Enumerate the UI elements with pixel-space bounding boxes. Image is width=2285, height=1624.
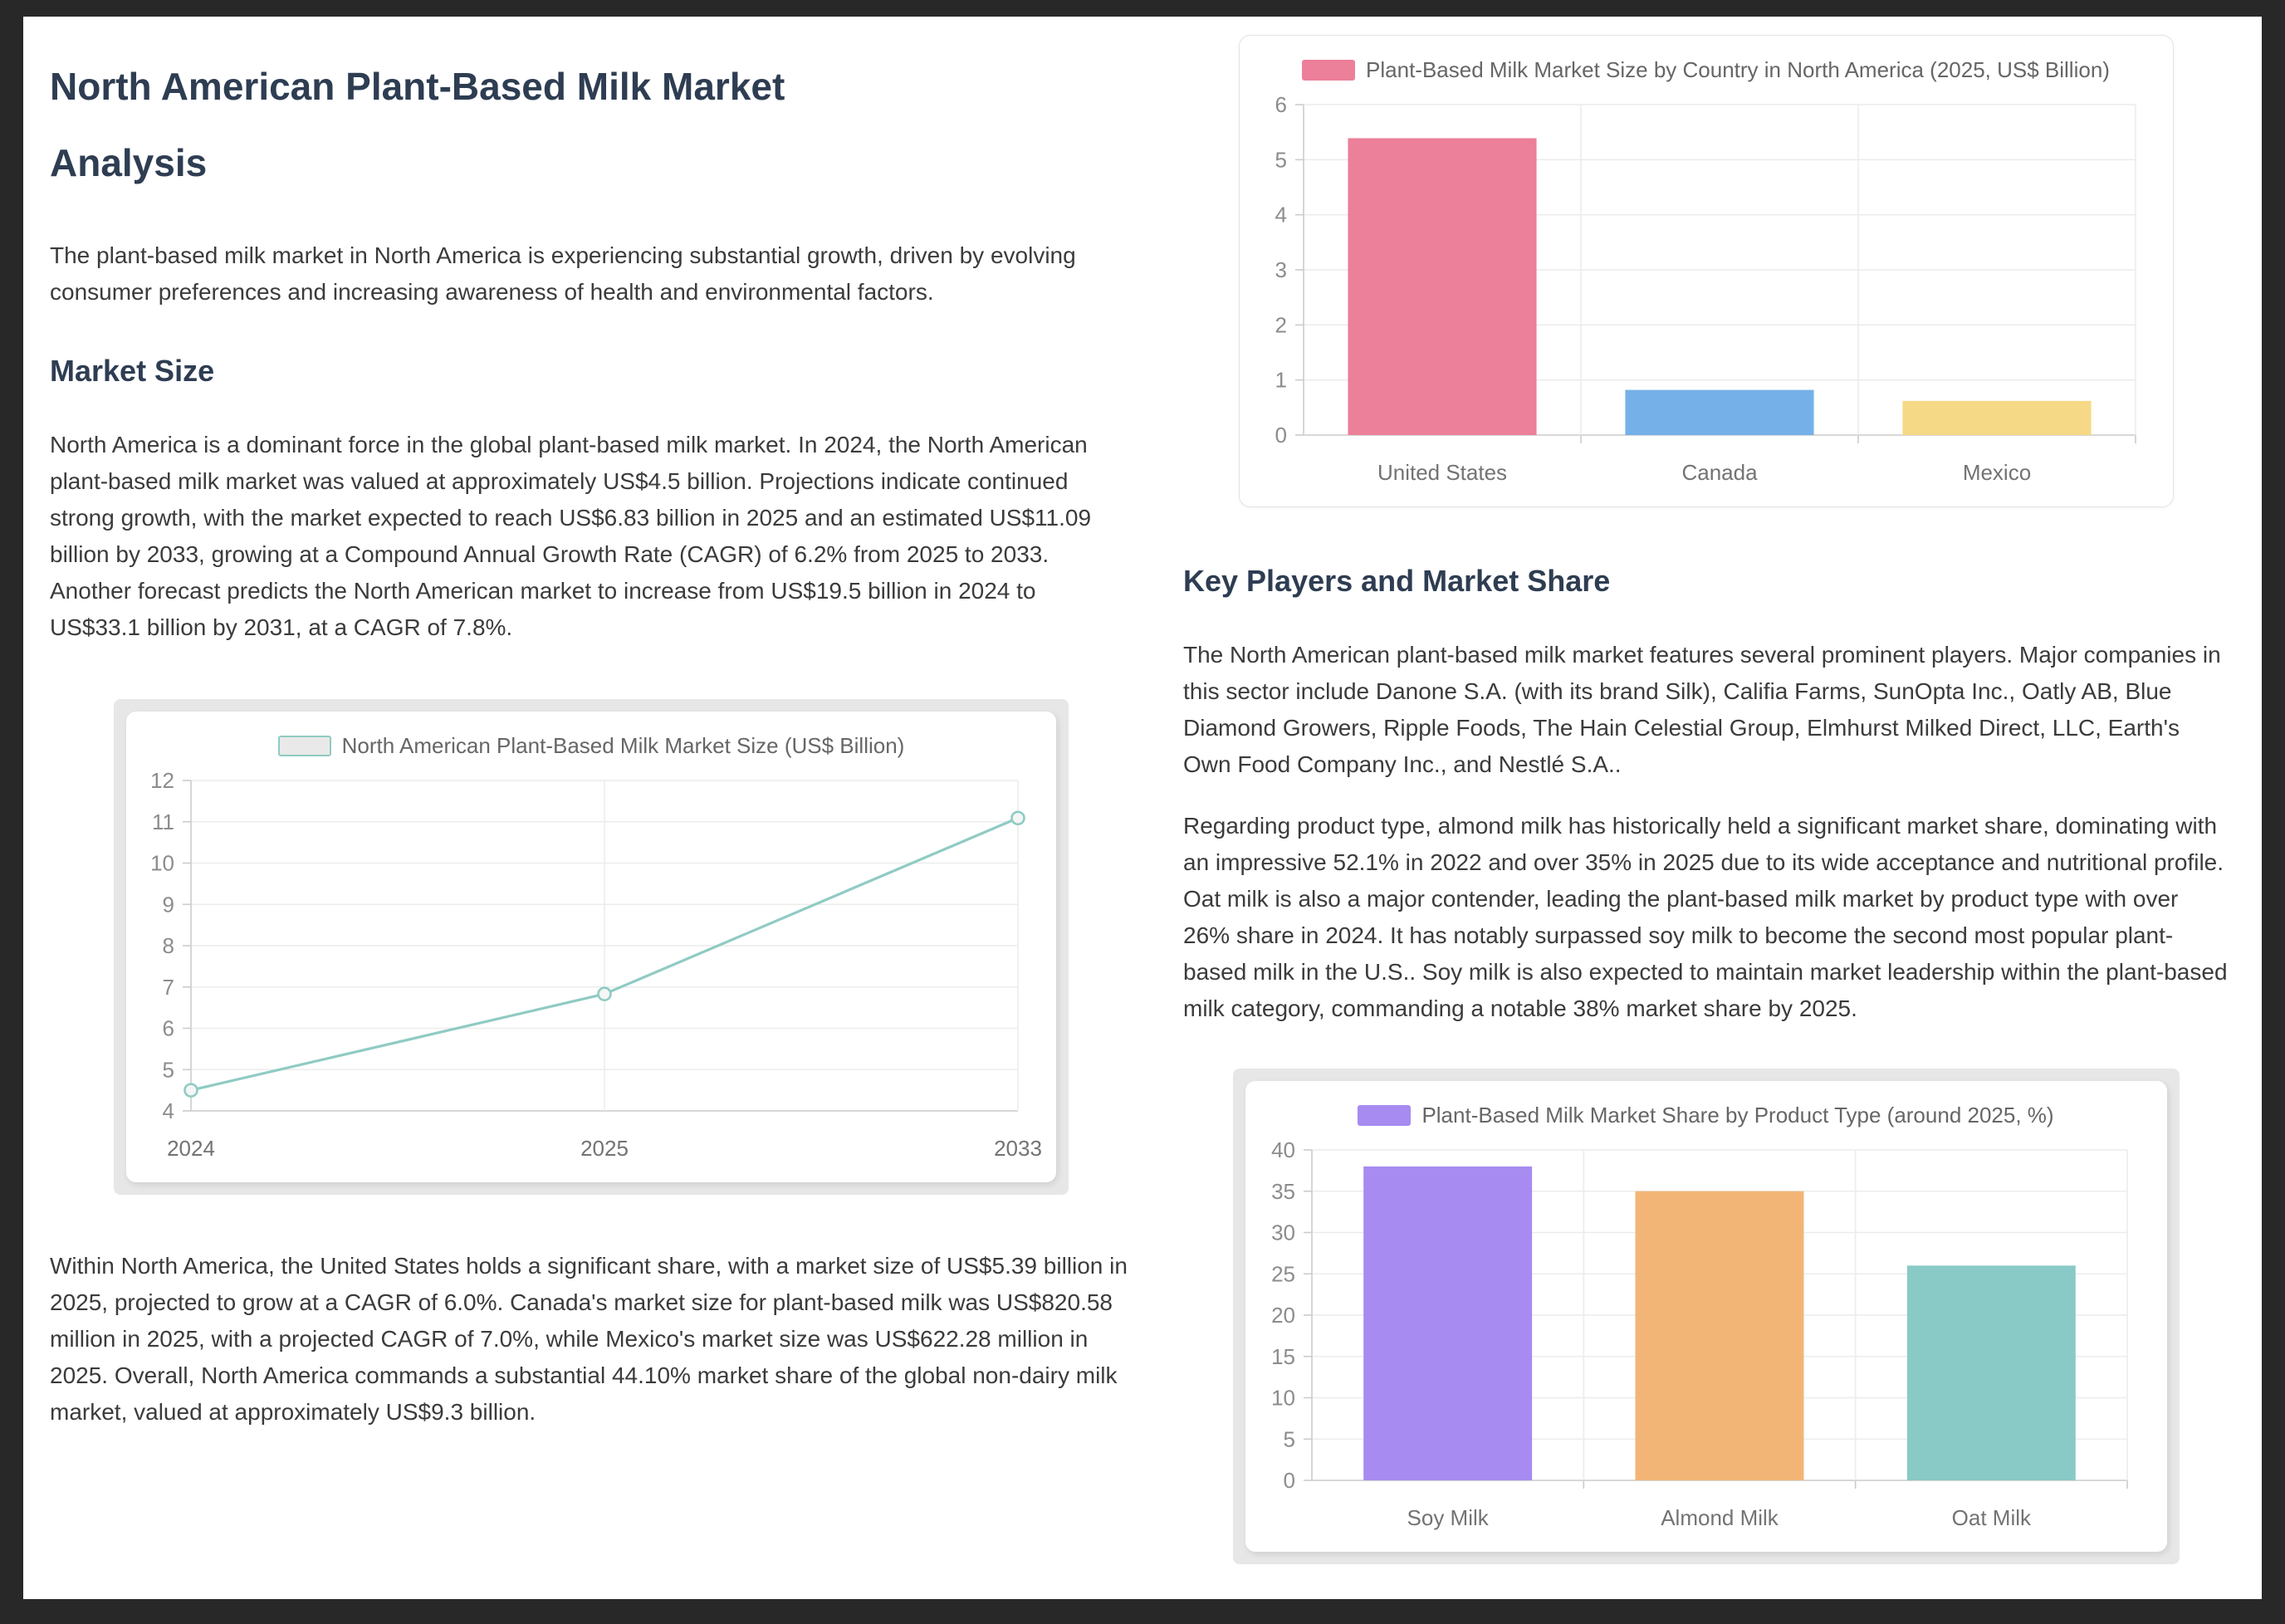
- svg-text:2: 2: [1275, 312, 1286, 337]
- country-bar-chart-legend-swatch: [1302, 60, 1356, 81]
- svg-text:2033: 2033: [994, 1136, 1042, 1161]
- country-bar-chart-card: Plant-Based Milk Market Size by Country …: [1238, 35, 2174, 507]
- svg-text:25: 25: [1271, 1261, 1295, 1286]
- svg-text:10: 10: [1271, 1386, 1295, 1411]
- page-title-line1: North American Plant-Based Milk Market: [50, 65, 785, 108]
- svg-text:11: 11: [152, 810, 174, 834]
- svg-text:0: 0: [1283, 1468, 1294, 1493]
- country-bar-chart-legend[interactable]: Plant-Based Milk Market Size by Country …: [1302, 57, 2110, 83]
- svg-text:10: 10: [150, 851, 174, 876]
- svg-text:4: 4: [1275, 203, 1286, 227]
- svg-text:1: 1: [1275, 368, 1286, 393]
- market-size-paragraph-2: Within North America, the United States …: [50, 1253, 1128, 1425]
- svg-text:6: 6: [1275, 92, 1286, 117]
- svg-text:Almond Milk: Almond Milk: [1661, 1505, 1779, 1530]
- svg-text:30: 30: [1271, 1220, 1295, 1245]
- svg-text:40: 40: [1271, 1137, 1295, 1162]
- product-bar-chart-frame: Plant-Based Milk Market Share by Product…: [1232, 1069, 2180, 1564]
- svg-text:9: 9: [163, 892, 174, 917]
- page-title: North American Plant-Based Milk Market An…: [50, 48, 1133, 201]
- key-players-heading: Key Players and Market Share: [1183, 564, 1611, 598]
- intro-paragraph: The plant-based milk market in North Ame…: [50, 242, 1076, 305]
- svg-text:Mexico: Mexico: [1962, 460, 2030, 485]
- market-size-paragraph-1: North America is a dominant force in the…: [50, 432, 1092, 640]
- svg-text:5: 5: [163, 1057, 174, 1082]
- line-chart-card: North American Plant-Based Milk Market S…: [126, 712, 1056, 1182]
- country-bar-chart-plot[interactable]: 0 1 2 3 4 5 6 United States Canada Mexico: [1240, 91, 2172, 506]
- line-chart-frame: North American Plant-Based Milk Market S…: [114, 699, 1069, 1195]
- product-bar-chart-plot[interactable]: 0 5 10 15 20 25 30 35 40 Soy Milk Almond Milk Oat M…: [1249, 1137, 2164, 1552]
- key-players-paragraph-1: The North American plant-based milk mark…: [1183, 642, 2221, 777]
- svg-text:2025: 2025: [580, 1136, 629, 1161]
- svg-text:12: 12: [150, 768, 174, 793]
- svg-text:United States: United States: [1377, 460, 1506, 485]
- svg-text:6: 6: [163, 1016, 174, 1041]
- svg-text:Canada: Canada: [1681, 460, 1758, 485]
- line-chart-plot[interactable]: 4 5 6 7 8 9 10 11 12 2024 2025 2033: [128, 767, 1054, 1182]
- svg-text:4: 4: [163, 1098, 174, 1123]
- market-size-heading: Market Size: [50, 354, 215, 388]
- svg-text:Oat Milk: Oat Milk: [1951, 1505, 2031, 1530]
- svg-text:20: 20: [1271, 1303, 1295, 1328]
- svg-text:3: 3: [1275, 257, 1286, 282]
- svg-text:15: 15: [1271, 1344, 1295, 1369]
- product-bar-chart-card: Plant-Based Milk Market Share by Product…: [1245, 1081, 2167, 1552]
- product-bar-chart-legend[interactable]: Plant-Based Milk Market Share by Product…: [1358, 1103, 2054, 1128]
- svg-text:8: 8: [163, 933, 174, 958]
- svg-text:35: 35: [1271, 1179, 1295, 1204]
- line-chart-legend-label: North American Plant-Based Milk Market S…: [341, 733, 905, 758]
- product-bar-chart-legend-swatch: [1358, 1105, 1412, 1126]
- line-chart-legend[interactable]: North American Plant-Based Milk Market S…: [277, 733, 905, 759]
- svg-text:2024: 2024: [167, 1136, 215, 1161]
- document-page: North American Plant-Based Milk Market An…: [23, 17, 2262, 1599]
- line-chart-legend-swatch: [277, 736, 331, 756]
- svg-text:5: 5: [1275, 147, 1286, 172]
- svg-text:Soy Milk: Soy Milk: [1407, 1505, 1489, 1530]
- right-column: Plant-Based Milk Market Size by Country …: [1159, 17, 2262, 1599]
- svg-text:7: 7: [163, 975, 174, 1000]
- left-column: North American Plant-Based Milk Market An…: [23, 17, 1159, 1599]
- product-bar-chart-legend-label: Plant-Based Milk Market Share by Product…: [1421, 1103, 2054, 1128]
- svg-text:5: 5: [1283, 1426, 1294, 1451]
- country-bar-chart-legend-label: Plant-Based Milk Market Size by Country …: [1366, 57, 2110, 82]
- page-title-line2: Analysis: [50, 141, 208, 184]
- key-players-paragraph-2: Regarding product type, almond milk has …: [1183, 813, 2228, 1021]
- svg-text:0: 0: [1275, 423, 1286, 448]
